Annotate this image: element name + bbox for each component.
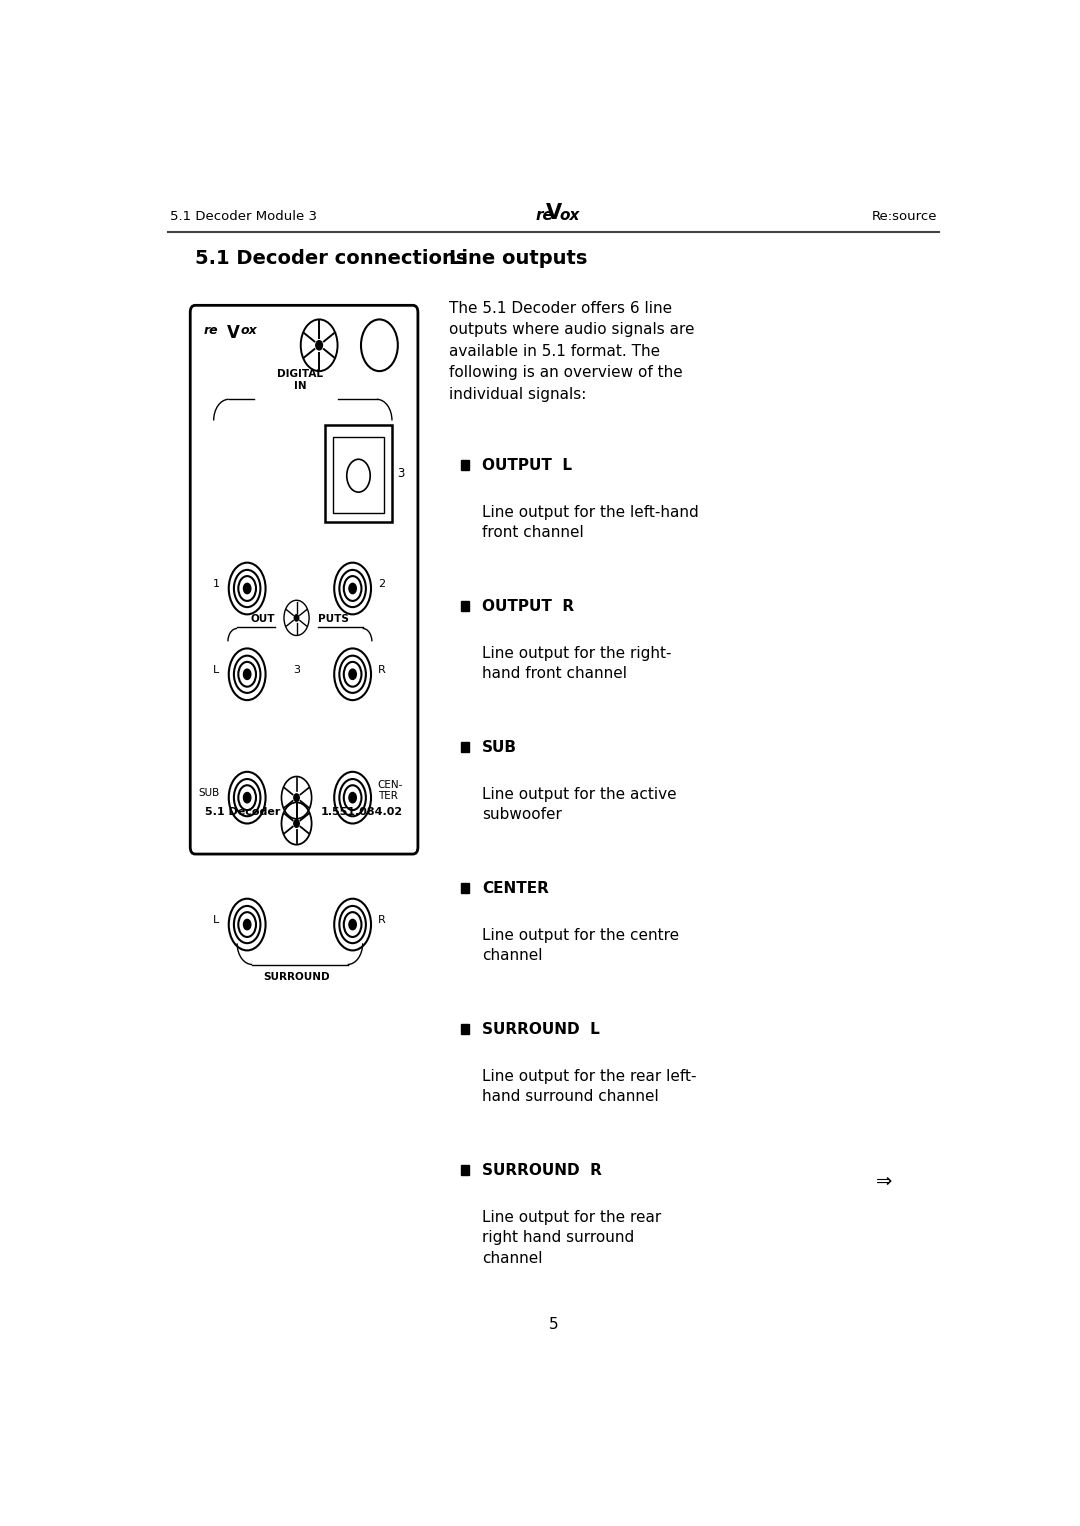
Circle shape [349,583,356,594]
Text: PUTS: PUTS [319,613,349,624]
Text: CENTER: CENTER [483,881,550,896]
Text: Line output for the rear left-
hand surround channel: Line output for the rear left- hand surr… [483,1070,697,1105]
Text: DIGITAL
IN: DIGITAL IN [276,369,323,391]
Circle shape [349,792,356,803]
Text: Line output for the right-
hand front channel: Line output for the right- hand front ch… [483,645,672,682]
Circle shape [294,794,299,801]
Bar [461,459,469,470]
Text: SURROUND: SURROUND [264,972,329,981]
Text: Line outputs: Line outputs [449,249,588,269]
Text: L: L [213,665,219,674]
Circle shape [243,583,251,594]
Text: 2: 2 [378,578,384,589]
Text: 5.1 Decoder Module 3: 5.1 Decoder Module 3 [171,211,318,223]
Text: Line output for the centre
channel: Line output for the centre channel [483,928,679,963]
Text: SUB: SUB [483,740,517,755]
Circle shape [349,668,356,679]
Text: 3: 3 [397,467,404,479]
Bar [461,1024,469,1035]
Text: SURROUND  R: SURROUND R [483,1163,603,1178]
Text: R: R [378,665,386,674]
Text: ox: ox [559,208,580,223]
Text: OUTPUT  R: OUTPUT R [483,598,575,613]
Text: V: V [545,203,562,223]
Circle shape [294,615,299,621]
Text: 3: 3 [293,665,300,674]
FancyBboxPatch shape [190,305,418,855]
Bar [461,884,469,893]
Text: SURROUND  L: SURROUND L [483,1021,600,1036]
Bar [461,601,469,612]
Text: re: re [204,324,218,337]
Text: The 5.1 Decoder offers 6 line
outputs where audio signals are
available in 5.1 f: The 5.1 Decoder offers 6 line outputs wh… [449,301,694,401]
Bar [461,1164,469,1175]
Text: L: L [213,916,219,925]
Circle shape [243,792,251,803]
Bar [325,426,392,522]
Bar [334,436,383,513]
Text: 5: 5 [549,1317,558,1332]
Circle shape [243,668,251,679]
Text: Line output for the left-hand
front channel: Line output for the left-hand front chan… [483,505,699,540]
Text: V: V [227,324,240,342]
Text: ox: ox [241,324,257,337]
Circle shape [349,919,356,929]
Text: R: R [378,916,386,925]
Circle shape [243,919,251,929]
Bar [461,742,469,752]
Text: Line output for the active
subwoofer: Line output for the active subwoofer [483,787,677,823]
Text: ⇒: ⇒ [876,1172,892,1192]
Text: 1.551.084.02: 1.551.084.02 [321,807,403,816]
Text: SUB: SUB [199,787,219,798]
Text: re: re [536,208,554,223]
Text: CEN-
TER: CEN- TER [378,780,403,801]
Text: 1: 1 [213,578,219,589]
Text: OUTPUT  L: OUTPUT L [483,458,572,473]
Text: Re:source: Re:source [872,211,936,223]
Text: OUT: OUT [251,613,274,624]
Circle shape [315,340,323,349]
Text: Line output for the rear
right hand surround
channel: Line output for the rear right hand surr… [483,1210,662,1267]
Text: 5.1 Decoder: 5.1 Decoder [205,807,281,816]
Text: 5.1 Decoder connections: 5.1 Decoder connections [195,249,468,269]
Circle shape [294,819,299,827]
